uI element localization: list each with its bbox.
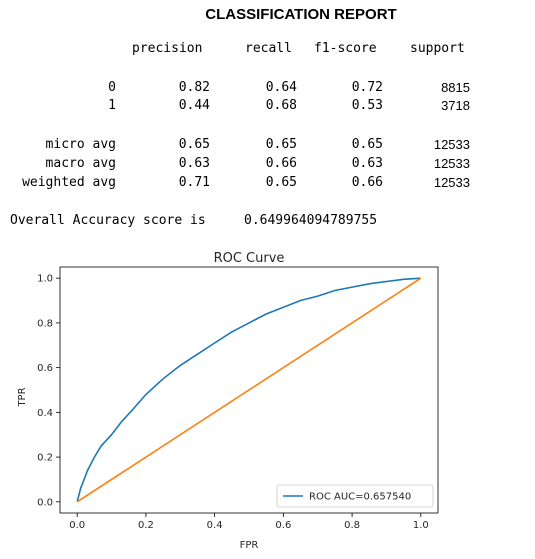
cell-recall: 0.66 bbox=[265, 156, 297, 171]
x-tick-label: 0.8 bbox=[344, 520, 360, 531]
y-tick-label: 0.4 bbox=[37, 408, 53, 419]
cell-precision: 0.71 bbox=[178, 175, 210, 190]
header-support: support bbox=[410, 41, 465, 56]
cell-support: 12533 bbox=[433, 137, 470, 152]
row-label: micro avg bbox=[45, 137, 116, 152]
plot-frame bbox=[59, 266, 439, 514]
cell-precision: 0.44 bbox=[178, 98, 210, 113]
axes: 0.0 0.2 0.4 0.6 0.8 1.0 0.0 0.2 0.4 0.6 0.8 1.0 bbox=[37, 266, 439, 531]
row-label: macro avg bbox=[45, 156, 116, 171]
x-tick-label: 0.4 bbox=[207, 520, 223, 531]
legend-box bbox=[276, 484, 434, 508]
row-label: 0 bbox=[108, 80, 116, 95]
report-title: CLASSIFICATION REPORT bbox=[205, 6, 397, 23]
plot-area bbox=[76, 277, 422, 503]
header-precision: precision bbox=[132, 41, 203, 56]
y-axis-label: TPR bbox=[17, 387, 28, 407]
row-label: 1 bbox=[108, 98, 116, 113]
cell-support: 12533 bbox=[433, 175, 470, 190]
y-tick-label: 1.0 bbox=[37, 274, 53, 285]
chart-title: ROC Curve bbox=[214, 251, 285, 266]
cell-recall: 0.65 bbox=[265, 175, 297, 190]
header-f1-score: f1-score bbox=[314, 41, 377, 56]
x-tick-label: 1.0 bbox=[413, 520, 429, 531]
cell-support: 3718 bbox=[441, 98, 470, 113]
legend: ROC AUC=0.657540 bbox=[276, 484, 434, 508]
y-tick-label: 0.2 bbox=[37, 453, 53, 464]
y-tick-label: 0.0 bbox=[37, 497, 53, 508]
roc-curve-line bbox=[76, 277, 421, 502]
cell-f1: 0.53 bbox=[351, 98, 383, 113]
legend-label: ROC AUC=0.657540 bbox=[309, 492, 411, 503]
accuracy-label: Overall Accuracy score is bbox=[10, 213, 206, 228]
x-tick-label: 0.2 bbox=[138, 520, 154, 531]
cell-recall: 0.65 bbox=[265, 137, 297, 152]
cell-f1: 0.72 bbox=[351, 80, 383, 95]
row-label: weighted avg bbox=[22, 175, 116, 190]
roc-chart: ROC Curve 0.0 0.2 0.4 0.6 0.8 1.0 0.0 0.2 0.4 0.6… bbox=[17, 251, 439, 551]
cell-f1: 0.65 bbox=[351, 137, 383, 152]
y-tick-label: 0.6 bbox=[37, 363, 53, 374]
cell-precision: 0.63 bbox=[178, 156, 210, 171]
x-tick-label: 0.6 bbox=[275, 520, 291, 531]
x-tick-label: 0.0 bbox=[69, 520, 85, 531]
x-axis-label: FPR bbox=[240, 540, 259, 551]
cell-f1: 0.66 bbox=[351, 175, 383, 190]
y-tick-label: 0.8 bbox=[37, 318, 53, 329]
cell-precision: 0.65 bbox=[178, 137, 210, 152]
cell-support: 12533 bbox=[433, 156, 470, 171]
cell-recall: 0.64 bbox=[265, 80, 297, 95]
cell-support: 8815 bbox=[441, 80, 470, 95]
cell-f1: 0.63 bbox=[351, 156, 383, 171]
cell-precision: 0.82 bbox=[178, 80, 210, 95]
header-recall: recall bbox=[245, 41, 292, 56]
cell-recall: 0.68 bbox=[265, 98, 297, 113]
accuracy-value: 0.649964094789755 bbox=[244, 213, 378, 228]
diagonal-reference-line bbox=[76, 277, 422, 503]
